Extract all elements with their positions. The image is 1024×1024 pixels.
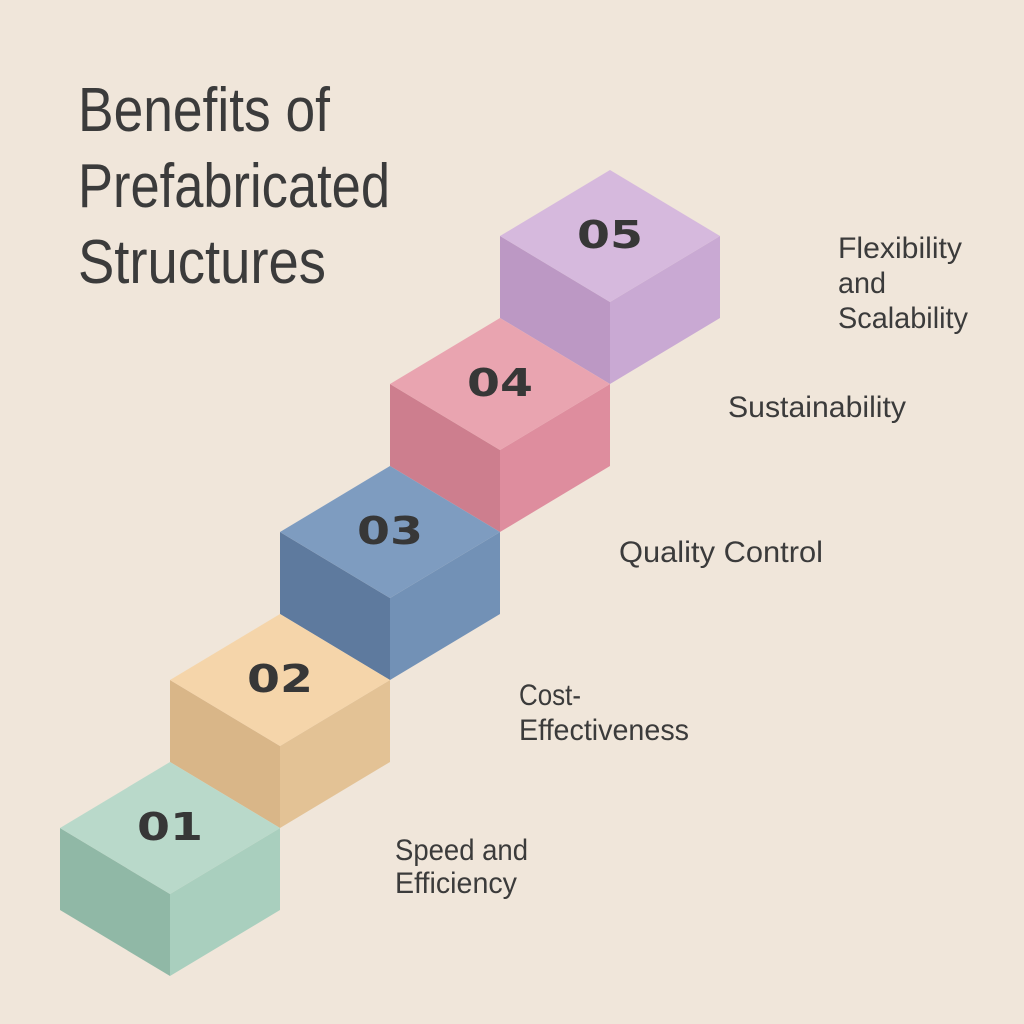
cube-top-face — [170, 614, 390, 746]
step-number: 03 — [357, 509, 423, 553]
step-number: 02 — [247, 657, 313, 701]
step-label-line: Quality Control — [619, 536, 823, 569]
cube-left-face — [500, 236, 610, 384]
cube-top-face — [60, 762, 280, 894]
cube-left-face — [390, 384, 500, 532]
title-line-1: Benefits of — [78, 76, 331, 145]
cube-right-face — [390, 532, 500, 680]
step-label-line: and — [838, 267, 886, 300]
title: Benefits of Prefabricated Structures — [78, 76, 390, 297]
cube-left-face — [170, 680, 280, 828]
step-cube-04: 04 — [390, 318, 610, 532]
title-line-2: Prefabricated — [78, 152, 390, 221]
step-number: 01 — [137, 805, 203, 849]
step-cube-03: 03 — [280, 466, 500, 680]
cube-top-face — [280, 466, 500, 598]
step-label-line: Cost- — [519, 679, 581, 712]
step-label-line: Efficiency — [395, 867, 517, 900]
step-label-line: Effectiveness — [519, 714, 689, 747]
cube-right-face — [280, 680, 390, 828]
step-cube-02: 02 — [170, 614, 390, 828]
step-label-line: Scalability — [838, 302, 968, 335]
step-label-line: Sustainability — [728, 391, 906, 424]
cube-right-face — [170, 828, 280, 976]
cube-top-face — [390, 318, 610, 450]
cube-right-face — [610, 236, 720, 384]
step-label-03: Quality Control — [619, 536, 823, 569]
step-number: 05 — [577, 213, 643, 257]
cube-right-face — [500, 384, 610, 532]
step-label-04: Sustainability — [728, 391, 906, 424]
step-label-line: Speed and — [395, 834, 528, 867]
step-cube-05: 05 — [500, 170, 720, 384]
cube-left-face — [280, 532, 390, 680]
cube-left-face — [60, 828, 170, 976]
step-label-line: Flexibility — [838, 232, 962, 265]
title-line-3: Structures — [78, 228, 326, 297]
step-number: 04 — [467, 361, 533, 405]
step-cube-01: 01 — [60, 762, 280, 976]
cube-top-face — [500, 170, 720, 302]
step-label-02: Cost-Effectiveness — [519, 679, 689, 747]
